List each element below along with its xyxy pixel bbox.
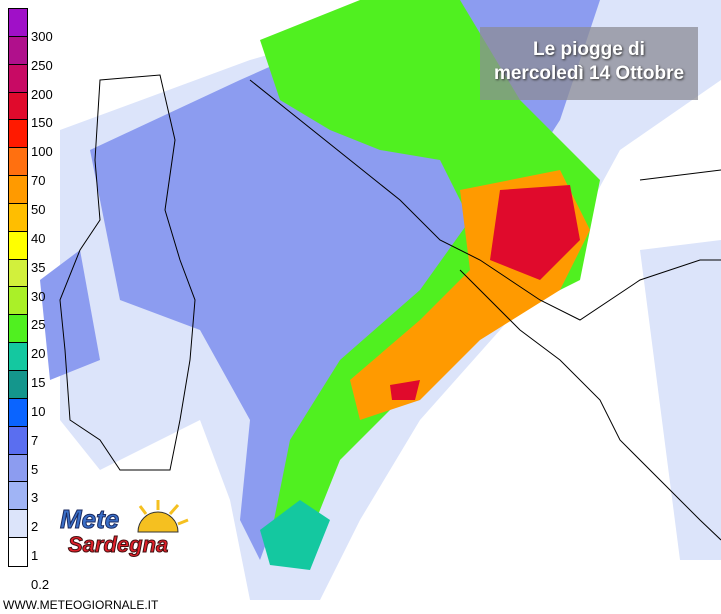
website-url: WWW.METEOGIORNALE.IT	[3, 598, 159, 612]
map-title: Le piogge di mercoledì 14 Ottobre	[480, 27, 698, 100]
legend-bin	[9, 538, 27, 566]
legend-label: 50	[31, 201, 46, 217]
legend-bin	[9, 120, 27, 149]
legend-bin	[9, 9, 27, 37]
legend-label: 15	[31, 375, 46, 391]
legend-bin	[9, 426, 27, 455]
precipitation-legend	[8, 8, 28, 567]
meteo-sardegna-logo: Mete Sardegna	[59, 500, 189, 560]
legend-label: 100	[31, 144, 53, 160]
legend-bin	[9, 259, 27, 288]
legend-bin	[9, 231, 27, 260]
legend-label: 20	[31, 346, 46, 362]
legend-bin	[9, 148, 27, 177]
legend-bin	[9, 454, 27, 483]
legend-label: 7	[31, 432, 39, 448]
rain-extreme	[390, 185, 580, 400]
legend-label: 0.2	[31, 577, 50, 592]
legend-label: 25	[31, 317, 46, 333]
legend-label: 250	[31, 57, 53, 73]
title-line-2: mercoledì 14 Ottobre	[493, 63, 685, 84]
legend-bin	[9, 36, 27, 65]
logo-text-meteo: Mete	[59, 504, 120, 535]
coastlines	[59, 74, 721, 541]
legend-bin	[9, 64, 27, 93]
legend-bin	[9, 343, 27, 371]
legend-bin	[9, 482, 27, 511]
legend-bin	[9, 315, 27, 344]
legend-bin	[9, 176, 27, 204]
sun-icon	[137, 500, 189, 533]
legend-bin	[9, 510, 27, 539]
rain-heavy	[260, 0, 600, 560]
legend-bin	[9, 203, 27, 232]
legend-label: 2	[31, 519, 39, 535]
legend-label: 35	[31, 259, 46, 275]
title-line-1: Le piogge di	[533, 39, 645, 60]
legend-label: 70	[31, 173, 46, 189]
legend-label: 5	[31, 461, 39, 477]
legend-bin	[9, 287, 27, 316]
logo-text-sardegna: Sardegna	[67, 532, 169, 558]
legend-label: 40	[31, 230, 46, 246]
legend-label: 10	[31, 403, 46, 419]
legend-bin	[9, 92, 27, 121]
legend-bin	[9, 398, 27, 427]
legend-label: 3	[31, 490, 39, 506]
rain-teal	[260, 500, 330, 570]
legend-label: 200	[31, 86, 53, 102]
legend-label: 300	[31, 28, 53, 44]
legend-bin	[9, 370, 27, 399]
legend-label: 30	[31, 288, 46, 304]
legend-label: 1	[31, 548, 39, 564]
legend-label: 150	[31, 115, 53, 131]
